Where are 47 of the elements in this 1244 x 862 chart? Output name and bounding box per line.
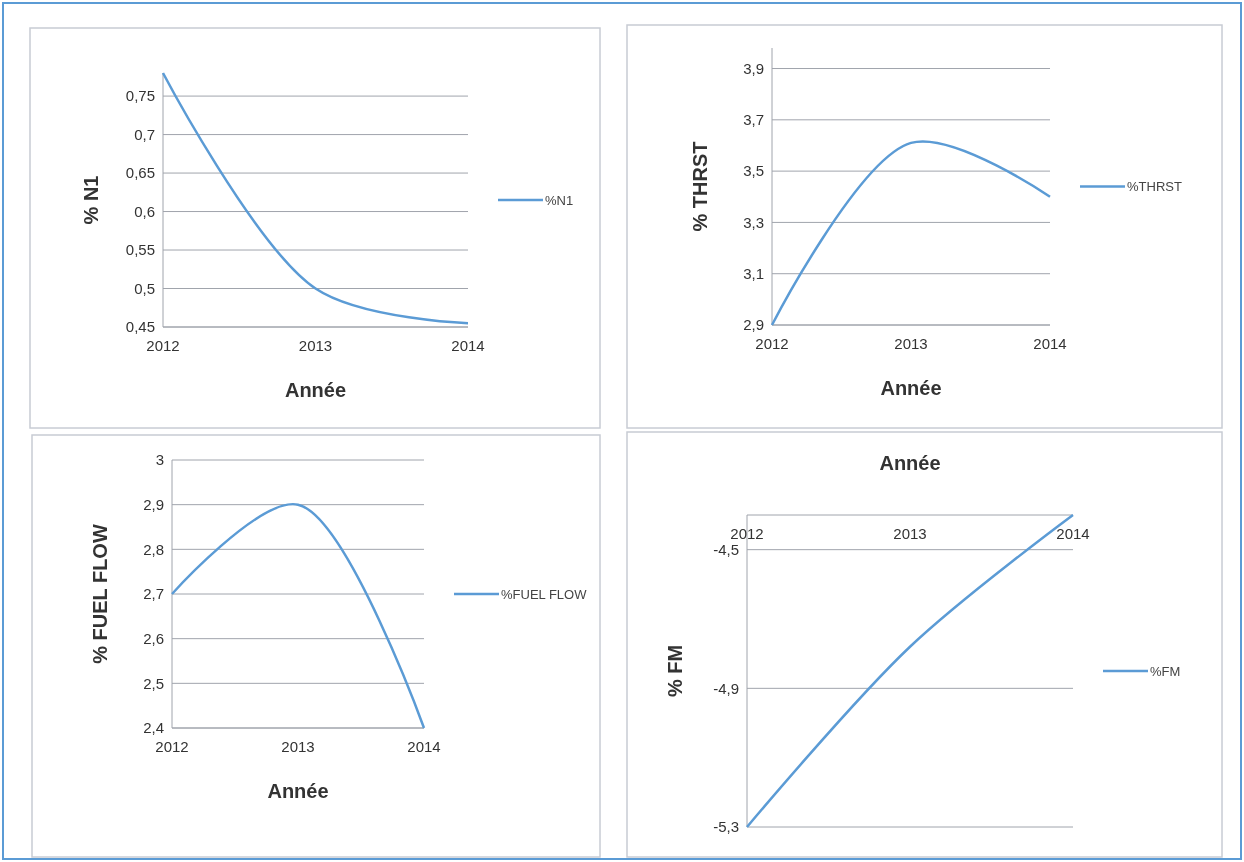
- x-tick-label: 2013: [894, 335, 928, 352]
- x-tick-label: 2013: [298, 337, 333, 354]
- y-tick-label: -5,3: [713, 818, 739, 836]
- y-axis-title: % FUEL FLOW: [89, 524, 111, 664]
- x-tick-label: 2013: [281, 738, 315, 755]
- legend-label: %FUEL FLOW: [501, 586, 588, 602]
- y-axis-title: % N1: [80, 175, 102, 225]
- x-tick-label: 2013: [893, 525, 927, 542]
- y-tick-label: 0,6: [134, 202, 155, 220]
- y-tick-label: 3,5: [743, 162, 764, 180]
- x-tick-label: 2014: [407, 738, 441, 755]
- y-axis-title: % FM: [664, 644, 686, 698]
- x-tick-label: 2012: [755, 335, 789, 352]
- x-tick-label: 2014: [1056, 525, 1090, 542]
- y-tick-label: 3,9: [743, 59, 764, 77]
- y-tick-label: 2,9: [743, 316, 764, 334]
- y-tick-label: 0,65: [125, 164, 155, 182]
- y-tick-label: 3,1: [743, 264, 764, 282]
- legend-label: %N1: [545, 192, 574, 208]
- x-tick-label: 2012: [730, 525, 764, 542]
- x-tick-label: 2012: [155, 738, 189, 755]
- y-tick-label: 2,9: [143, 495, 164, 513]
- y-tick-label: 2,4: [143, 719, 164, 737]
- x-axis-title: Année: [880, 377, 942, 399]
- y-tick-label: -4,9: [713, 679, 739, 697]
- legend-label: %FM: [1150, 663, 1181, 679]
- x-tick-label: 2014: [1033, 335, 1067, 352]
- y-tick-label: 2,7: [143, 585, 164, 603]
- y-tick-label: 0,5: [134, 279, 155, 297]
- y-tick-label: 0,55: [125, 241, 155, 259]
- y-tick-label: -4,5: [713, 540, 739, 558]
- y-tick-label: 3,3: [743, 213, 764, 231]
- y-tick-label: 0,7: [134, 125, 155, 143]
- x-tick-label: 2012: [146, 337, 180, 354]
- legend-label: %THRST: [1127, 179, 1182, 195]
- y-axis-title: % THRST: [689, 141, 711, 232]
- y-tick-label: 0,75: [125, 87, 155, 105]
- y-tick-label: 0,45: [125, 318, 155, 336]
- y-tick-label: 2,5: [143, 674, 164, 692]
- x-axis-title: Année: [879, 452, 941, 474]
- x-axis-title: Année: [284, 379, 347, 401]
- y-tick-label: 2,8: [143, 540, 164, 558]
- y-tick-label: 3: [155, 451, 164, 469]
- x-axis-title: Année: [267, 780, 329, 802]
- y-tick-label: 3,7: [743, 111, 764, 129]
- x-tick-label: 2014: [451, 337, 485, 354]
- y-tick-label: 2,6: [143, 629, 164, 647]
